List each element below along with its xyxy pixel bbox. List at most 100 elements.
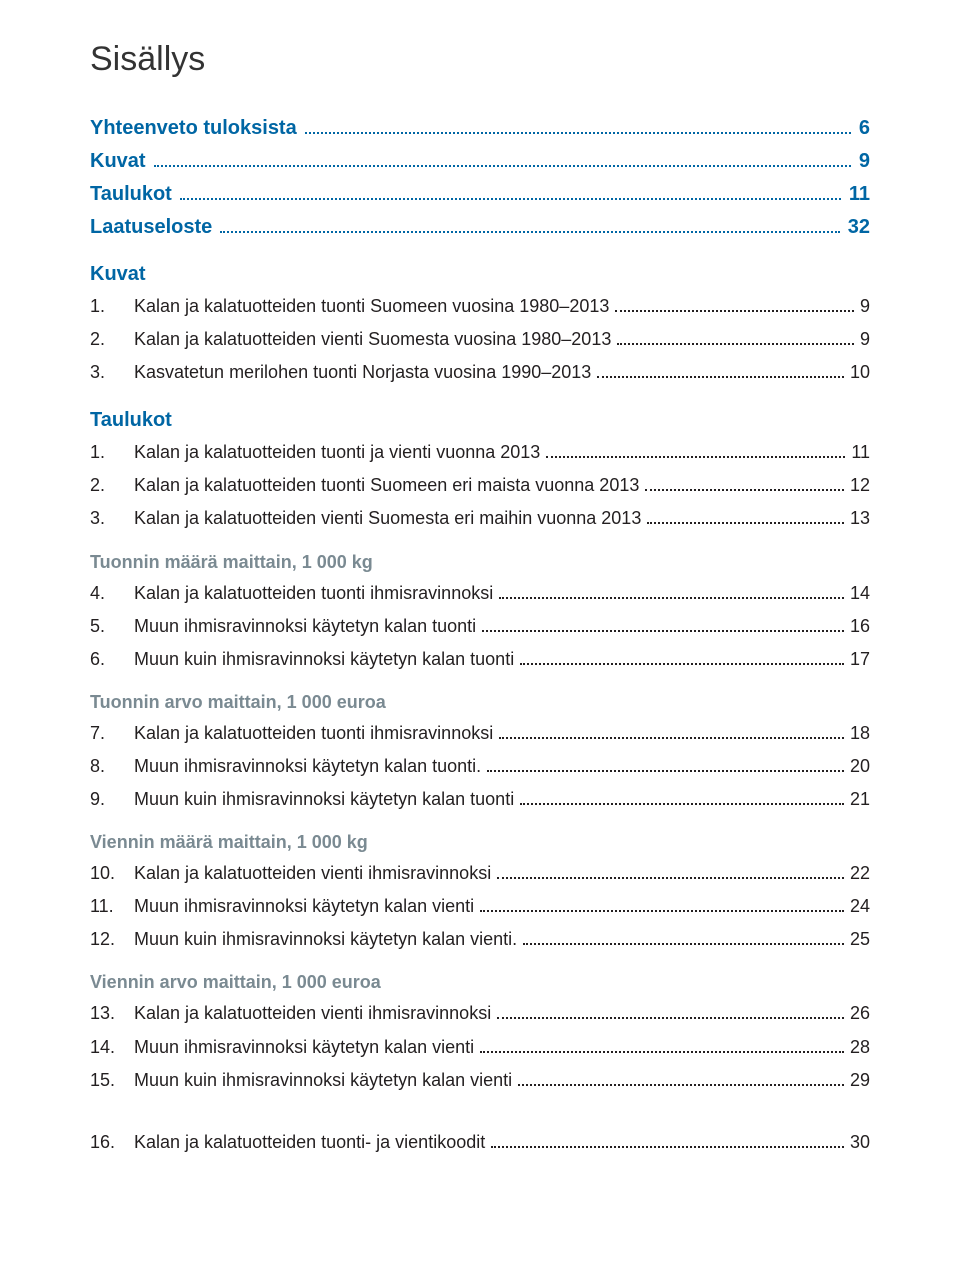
leader-dots <box>617 331 854 346</box>
toc-entry-label: Kalan ja kalatuotteiden tuonti ihmisravi… <box>134 580 493 606</box>
top-link[interactable]: Yhteenveto tuloksista 6 <box>90 117 870 140</box>
toc-entry-number: 3. <box>90 505 134 531</box>
top-link-page: 6 <box>859 117 870 140</box>
toc-entry-label: Muun kuin ihmisravinnoksi käytetyn kalan… <box>134 926 517 952</box>
trailing-entries: 16.Kalan ja kalatuotteiden tuonti- ja vi… <box>90 1129 870 1155</box>
toc-entry-number: 6. <box>90 646 134 672</box>
toc-entry-number: 11. <box>90 893 134 919</box>
toc-entry-number: 5. <box>90 613 134 639</box>
top-link-label: Yhteenveto tuloksista <box>90 117 297 140</box>
toc-entry-number: 9. <box>90 786 134 812</box>
leader-dots <box>487 757 844 772</box>
toc-entry-label: Kalan ja kalatuotteiden vienti Suomesta … <box>134 326 611 352</box>
toc-entry[interactable]: 4.Kalan ja kalatuotteiden tuonti ihmisra… <box>90 580 870 606</box>
toc-entry[interactable]: 9.Muun kuin ihmisravinnoksi käytetyn kal… <box>90 786 870 812</box>
section-heading: Taulukot <box>90 409 870 432</box>
toc-entry-number: 15. <box>90 1067 134 1093</box>
toc-entry-page: 29 <box>850 1067 870 1093</box>
top-link-label: Taulukot <box>90 183 172 206</box>
toc-entry[interactable]: 16.Kalan ja kalatuotteiden tuonti- ja vi… <box>90 1129 870 1155</box>
toc-entry[interactable]: 1.Kalan ja kalatuotteiden tuonti ja vien… <box>90 439 870 465</box>
toc-entry-number: 13. <box>90 1000 134 1026</box>
toc-entry[interactable]: 7.Kalan ja kalatuotteiden tuonti ihmisra… <box>90 720 870 746</box>
top-link[interactable]: Laatuseloste 32 <box>90 216 870 239</box>
top-link[interactable]: Taulukot11 <box>90 183 870 206</box>
toc-entry-page: 21 <box>850 786 870 812</box>
toc-entry[interactable]: 15.Muun kuin ihmisravinnoksi käytetyn ka… <box>90 1067 870 1093</box>
toc-entry-label: Muun ihmisravinnoksi käytetyn kalan tuon… <box>134 613 476 639</box>
toc-entry-page: 14 <box>850 580 870 606</box>
toc-entry-page: 10 <box>850 359 870 385</box>
toc-entry-page: 11 <box>851 439 870 465</box>
toc-entry-page: 22 <box>850 860 870 886</box>
leader-dots <box>597 364 844 379</box>
toc-entry-page: 25 <box>850 926 870 952</box>
leader-dots <box>546 444 845 459</box>
toc-entry-number: 7. <box>90 720 134 746</box>
top-link[interactable]: Kuvat9 <box>90 150 870 173</box>
toc-entry[interactable]: 11.Muun ihmisravinnoksi käytetyn kalan v… <box>90 893 870 919</box>
toc-entry[interactable]: 8.Muun ihmisravinnoksi käytetyn kalan tu… <box>90 753 870 779</box>
toc-entry-label: Kalan ja kalatuotteiden tuonti- ja vient… <box>134 1129 485 1155</box>
top-link-page: 32 <box>848 216 870 239</box>
top-link-label: Kuvat <box>90 150 146 173</box>
toc-entry-number: 8. <box>90 753 134 779</box>
leader-dots <box>499 584 844 599</box>
toc-entry[interactable]: 14.Muun ihmisravinnoksi käytetyn kalan v… <box>90 1034 870 1060</box>
toc-entry[interactable]: 5.Muun ihmisravinnoksi käytetyn kalan tu… <box>90 613 870 639</box>
toc-entry[interactable]: 3.Kalan ja kalatuotteiden vienti Suomest… <box>90 505 870 531</box>
toc-entry-label: Kalan ja kalatuotteiden tuonti ihmisravi… <box>134 720 493 746</box>
leader-dots <box>480 1038 844 1053</box>
toc-container: Kuvat1.Kalan ja kalatuotteiden tuonti Su… <box>90 263 870 1093</box>
toc-entry[interactable]: 1.Kalan ja kalatuotteiden tuonti Suomeen… <box>90 293 870 319</box>
toc-entry[interactable]: 13.Kalan ja kalatuotteiden vienti ihmisr… <box>90 1000 870 1026</box>
leader-dots <box>220 216 839 233</box>
section-heading: Kuvat <box>90 263 870 286</box>
leader-dots <box>491 1133 844 1148</box>
top-link-label: Laatuseloste <box>90 216 212 239</box>
toc-entry-number: 16. <box>90 1129 134 1155</box>
toc-entry-number: 14. <box>90 1034 134 1060</box>
leader-dots <box>645 477 844 492</box>
toc-entry-label: Kalan ja kalatuotteiden tuonti Suomeen e… <box>134 472 639 498</box>
toc-entry-label: Muun ihmisravinnoksi käytetyn kalan vien… <box>134 893 474 919</box>
toc-entry[interactable]: 10.Kalan ja kalatuotteiden vienti ihmisr… <box>90 860 870 886</box>
toc-entry-label: Muun ihmisravinnoksi käytetyn kalan tuon… <box>134 753 481 779</box>
leader-dots <box>305 117 851 134</box>
toc-entry-number: 4. <box>90 580 134 606</box>
toc-entry-page: 24 <box>850 893 870 919</box>
leader-dots <box>523 931 844 946</box>
leader-dots <box>647 510 844 525</box>
toc-entry-label: Kalan ja kalatuotteiden vienti ihmisravi… <box>134 860 491 886</box>
top-links: Yhteenveto tuloksista 6 Kuvat9 Taulukot11 La… <box>90 117 870 239</box>
leader-dots <box>520 790 844 805</box>
toc-entry-number: 1. <box>90 439 134 465</box>
toc-entry[interactable]: 3.Kasvatetun merilohen tuonti Norjasta v… <box>90 359 870 385</box>
toc-entry-page: 9 <box>860 326 870 352</box>
toc-entry[interactable]: 6.Muun kuin ihmisravinnoksi käytetyn kal… <box>90 646 870 672</box>
toc-entry-page: 30 <box>850 1129 870 1155</box>
toc-entry-label: Muun kuin ihmisravinnoksi käytetyn kalan… <box>134 1067 512 1093</box>
toc-entry-label: Kalan ja kalatuotteiden tuonti Suomeen v… <box>134 293 609 319</box>
leader-dots <box>180 183 841 200</box>
toc-entry-page: 28 <box>850 1034 870 1060</box>
subsection-heading: Tuonnin arvo maittain, 1 000 euroa <box>90 692 870 713</box>
toc-entry[interactable]: 12.Muun kuin ihmisravinnoksi käytetyn ka… <box>90 926 870 952</box>
toc-entry-label: Muun kuin ihmisravinnoksi käytetyn kalan… <box>134 646 514 672</box>
toc-entry[interactable]: 2.Kalan ja kalatuotteiden tuonti Suomeen… <box>90 472 870 498</box>
toc-entry-number: 1. <box>90 293 134 319</box>
toc-entry-page: 16 <box>850 613 870 639</box>
leader-dots <box>497 865 844 880</box>
toc-entry-page: 13 <box>850 505 870 531</box>
page-title: Sisällys <box>90 40 870 79</box>
toc-entry-page: 20 <box>850 753 870 779</box>
leader-dots <box>518 1071 844 1086</box>
subsection-heading: Viennin määrä maittain, 1 000 kg <box>90 832 870 853</box>
leader-dots <box>482 617 844 632</box>
leader-dots <box>499 724 844 739</box>
leader-dots <box>154 150 851 167</box>
toc-entry-label: Kalan ja kalatuotteiden tuonti ja vienti… <box>134 439 540 465</box>
toc-entry-label: Kasvatetun merilohen tuonti Norjasta vuo… <box>134 359 591 385</box>
toc-entry[interactable]: 2.Kalan ja kalatuotteiden vienti Suomest… <box>90 326 870 352</box>
leader-dots <box>615 297 854 312</box>
